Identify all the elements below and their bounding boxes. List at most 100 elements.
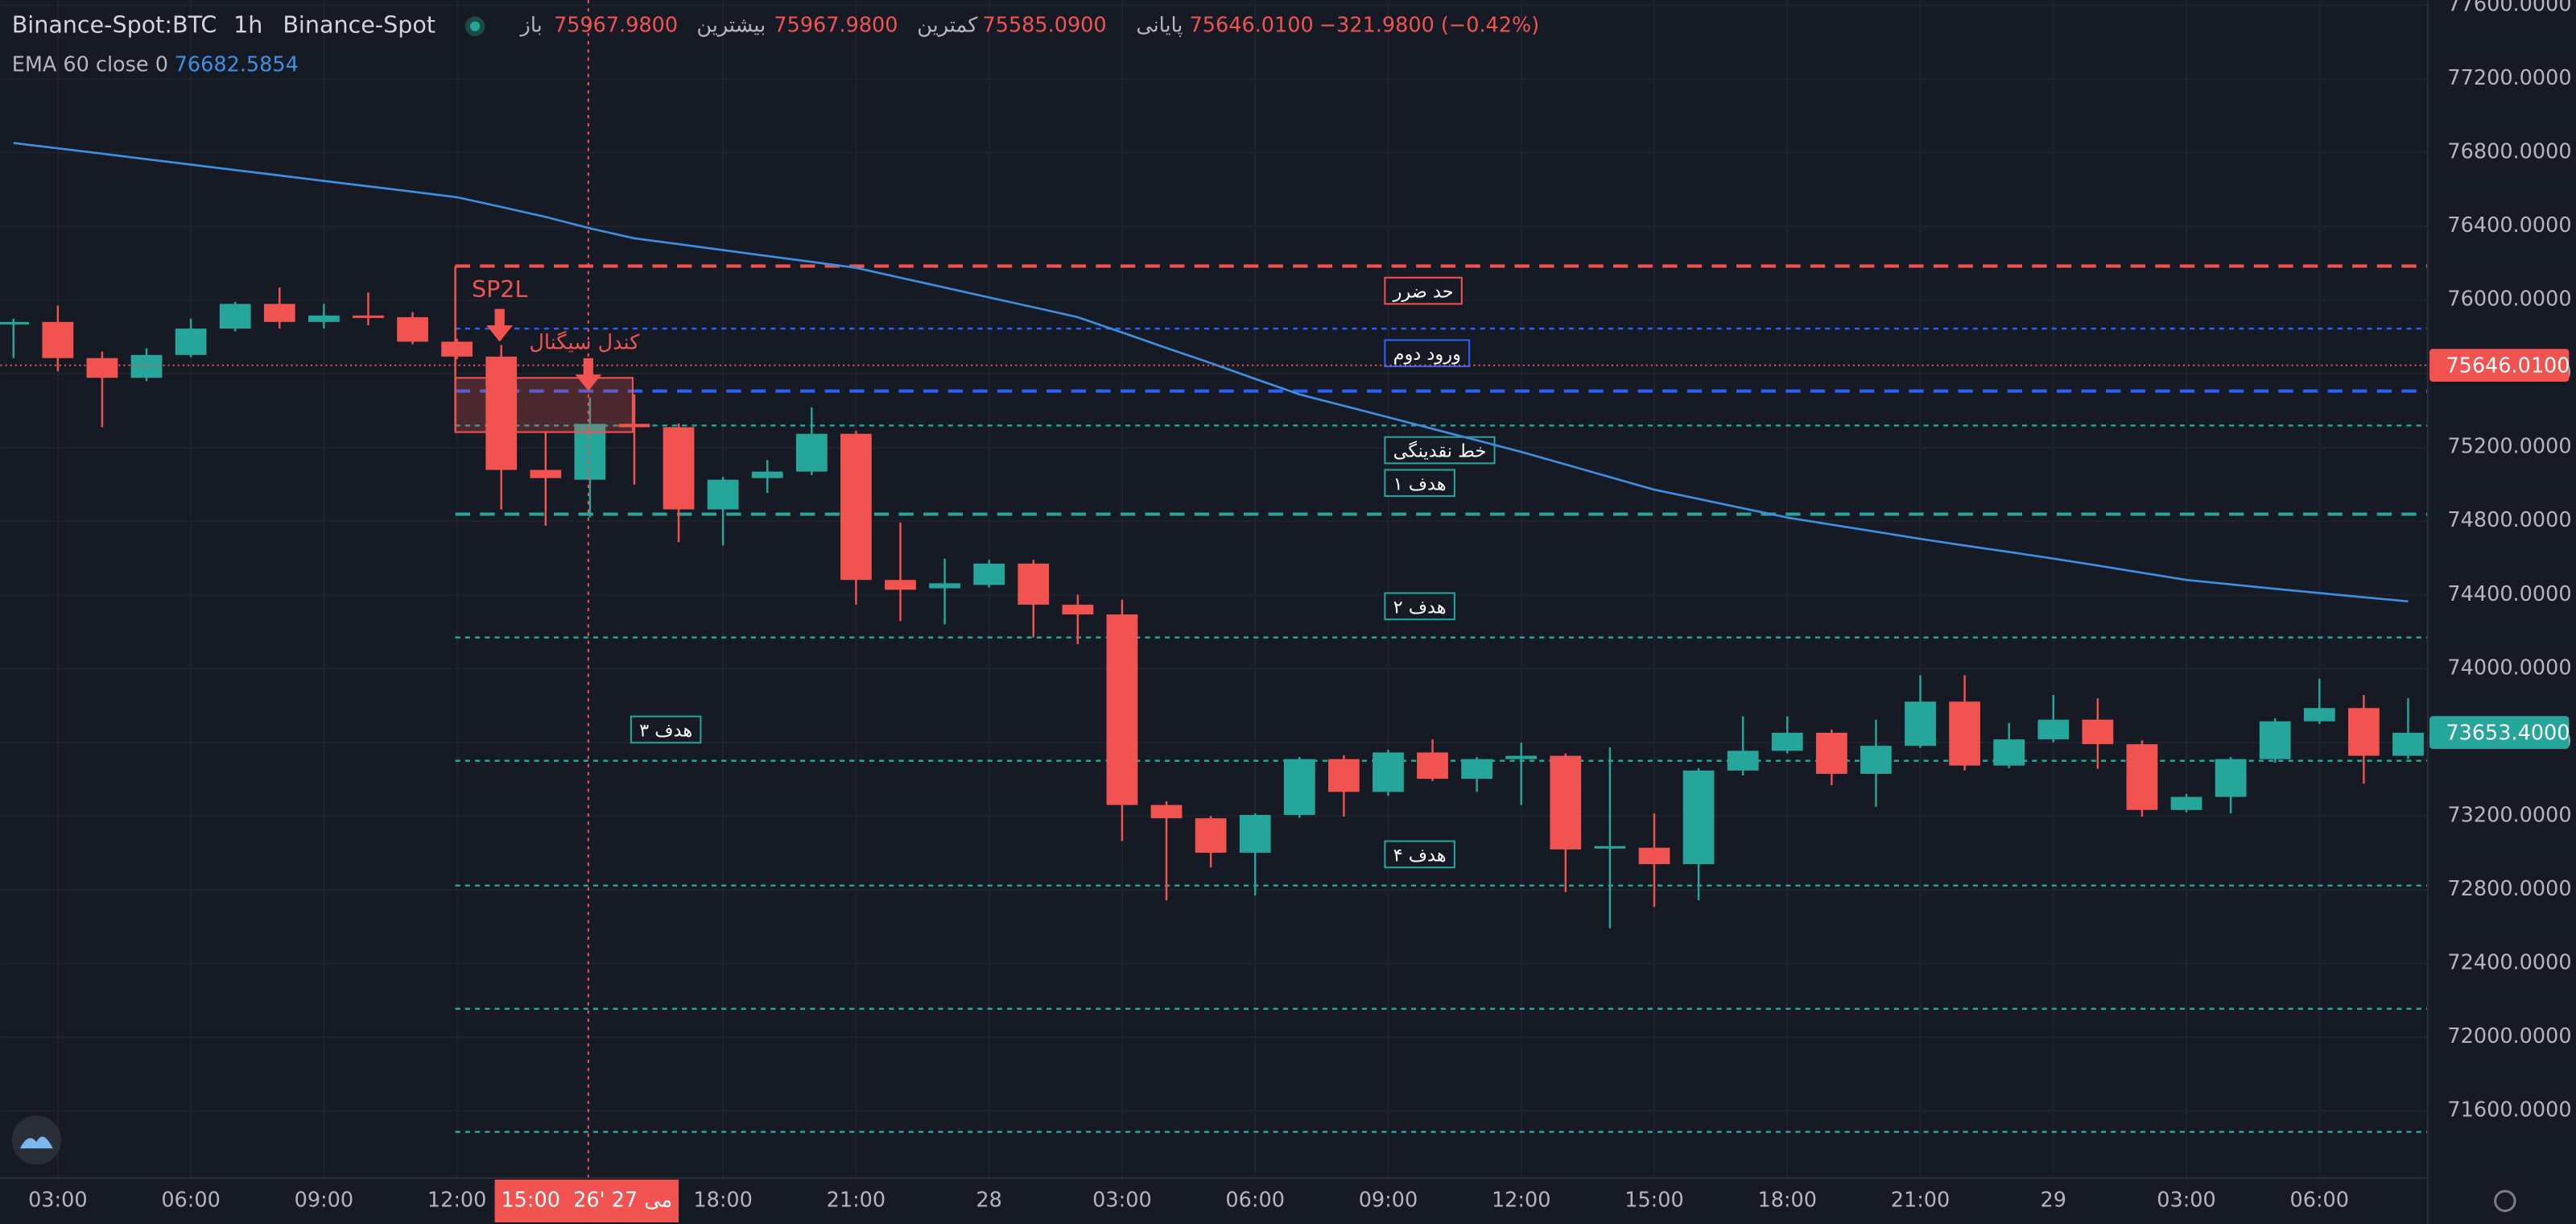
ema-value: 76682.5854 (175, 53, 299, 77)
candle-body (1949, 701, 1980, 766)
candle-body (1682, 770, 1715, 865)
candle-body (2303, 708, 2335, 722)
annotation: SP2L (472, 275, 527, 303)
y-tick-label: 75200.0000 (2447, 435, 2571, 459)
candle-body (175, 329, 207, 355)
candle-body (2170, 796, 2202, 810)
candle-body (885, 580, 916, 590)
candle-body (1283, 759, 1315, 816)
candle-body (308, 315, 340, 322)
y-tick-label: 72000.0000 (2447, 1024, 2571, 1048)
ohlc-value: 75585.0900 (983, 14, 1107, 38)
candle-body (1327, 759, 1360, 792)
y-tick-label: 73200.0000 (2447, 803, 2571, 827)
ohlc-value: 75967.9800 (774, 14, 898, 38)
y-tick-label: 76000.0000 (2447, 287, 2571, 312)
last-price: 73653.4000 (2446, 722, 2570, 746)
level-label-box (1384, 592, 1455, 621)
annotation: کندل سیگنال (529, 330, 640, 354)
candle-body (485, 356, 518, 470)
y-tick-label: 76400.0000 (2447, 213, 2571, 238)
candle-body (397, 316, 428, 342)
crosshair-time: 15:00 26' می 27 (501, 1188, 672, 1212)
candle-body (2037, 719, 2070, 740)
x-tick-label: 28 (976, 1188, 1001, 1212)
level-label: ورود دوم (1393, 344, 1461, 365)
x-tick-label: 06:00 (161, 1188, 220, 1212)
x-tick-label: 15:00 (1624, 1188, 1683, 1212)
candle-body (1594, 846, 1626, 849)
level-label-box (1384, 469, 1455, 498)
x-tick-label: 03:00 (1092, 1188, 1152, 1212)
candle-body (795, 433, 828, 472)
candle-body (1018, 563, 1050, 605)
logo-icon (19, 1136, 53, 1149)
candle-body (0, 321, 30, 325)
x-tick-label: 06:00 (1225, 1188, 1284, 1212)
ohlc-value: 75967.9800 (554, 14, 678, 38)
ohlc-label: پایانی (1136, 14, 1183, 38)
level-label-box (630, 715, 702, 744)
candle-body (1860, 746, 1892, 774)
level-label: هدف ۳ (639, 721, 692, 742)
candle-body (1638, 847, 1670, 865)
symbol: Binance-Spot:BTC (12, 11, 217, 39)
level-label-box (1384, 436, 1496, 465)
candle-body (130, 354, 163, 378)
candle-body (973, 563, 1005, 585)
settings[interactable] (2494, 1189, 2516, 1213)
exchange: Binance-Spot (283, 11, 436, 39)
candle-body (840, 433, 872, 581)
ohlc-value: 75646.0100 (1190, 14, 1314, 38)
x-tick-label: 09:00 (1359, 1188, 1418, 1212)
candle-body (618, 424, 650, 428)
y-tick-label: 71600.0000 (2447, 1098, 2571, 1123)
x-tick-label: 09:00 (295, 1188, 354, 1212)
y-tick-label: 76800.0000 (2447, 139, 2571, 163)
x-tick-label: 18:00 (1757, 1188, 1817, 1212)
candle-body (1239, 815, 1271, 853)
candle-body (1771, 732, 1803, 751)
logo[interactable] (11, 1115, 61, 1165)
x-tick-label: 03:00 (2157, 1188, 2216, 1212)
candle-body (353, 315, 384, 318)
x-tick-label: 12:00 (427, 1188, 487, 1212)
candle-body (1417, 752, 1448, 779)
ohlc-label: کمترین (917, 14, 978, 38)
x-tick-label: 29 (2041, 1188, 2066, 1212)
candle-body (2259, 721, 2291, 759)
candle-body (707, 479, 739, 510)
y-tick-label: 77200.0000 (2447, 66, 2571, 90)
candle-body (263, 304, 295, 322)
candle-body (86, 358, 118, 378)
candle-body (1106, 614, 1138, 805)
y-tick-label: 77600.0000 (2447, 0, 2571, 16)
candle-body (574, 424, 606, 480)
ohlc-label: باز (519, 14, 543, 38)
candle-body (1373, 752, 1404, 792)
crosshair-price-box (2429, 349, 2570, 382)
x-tick-label: 12:00 (1492, 1188, 1551, 1212)
ohlc-label: بیشترین (696, 14, 766, 38)
x-tick-label: 06:00 (2290, 1188, 2350, 1212)
interval: 1h (233, 11, 262, 39)
y-tick-label: 74400.0000 (2447, 582, 2571, 606)
x-tick-label: 21:00 (1891, 1188, 1951, 1212)
candle-body (530, 469, 562, 478)
candle-body (1815, 732, 1847, 774)
y-tick-label: 72800.0000 (2447, 877, 2571, 901)
arrow (486, 308, 513, 342)
candle-body (1195, 818, 1227, 853)
candle-body (1727, 751, 1759, 771)
level-label: هدف ۱ (1393, 473, 1447, 494)
candle-body (1461, 759, 1493, 779)
candle-body (1550, 755, 1582, 850)
level-label-box (1384, 840, 1455, 869)
candle-body (929, 583, 960, 589)
last-price-box (2429, 716, 2570, 750)
level-label: خط نقدینگی (1393, 440, 1487, 462)
ema-line (13, 142, 2409, 603)
candle-body (1993, 739, 2025, 766)
